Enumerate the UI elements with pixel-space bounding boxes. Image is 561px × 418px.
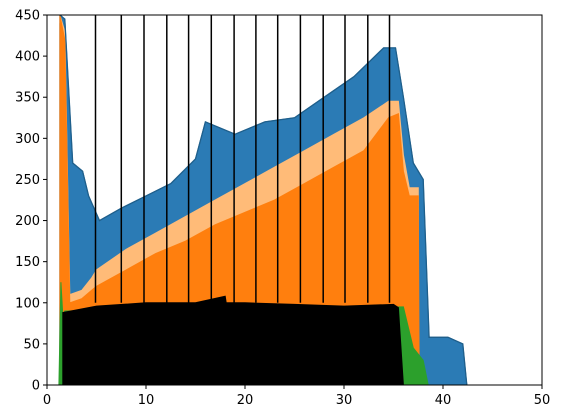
x-tick-label: 40 — [435, 393, 452, 408]
series-area-5 — [59, 15, 420, 385]
y-tick-label: 250 — [15, 173, 40, 188]
vertical-lines-layer — [94, 15, 391, 303]
axes-layer: 0 10 20 30 40 50 0 50 100 150 200 250 300 350 400 450 — [15, 9, 550, 409]
y-tick-label: 350 — [15, 91, 40, 106]
y-tick-label: 100 — [15, 296, 40, 311]
x-tick-label: 30 — [336, 393, 353, 408]
x-tick-label: 50 — [534, 393, 551, 408]
plot-frame — [46, 14, 543, 386]
y-tick-label: 50 — [23, 337, 40, 352]
envelope-line — [59, 15, 468, 385]
x-tick-label: 0 — [43, 393, 51, 408]
series-layer — [58, 15, 468, 385]
y-tick-label: 200 — [15, 214, 40, 229]
x-tick-label: 20 — [237, 393, 254, 408]
y-tick-label: 450 — [15, 9, 40, 24]
x-tick-label: 10 — [138, 393, 155, 408]
series-area-7 — [62, 295, 404, 385]
y-tick-label: 0 — [32, 379, 40, 394]
y-tick-label: 300 — [15, 132, 40, 147]
y-tick-label: 400 — [15, 50, 40, 65]
y-tick-label: 150 — [15, 255, 40, 270]
